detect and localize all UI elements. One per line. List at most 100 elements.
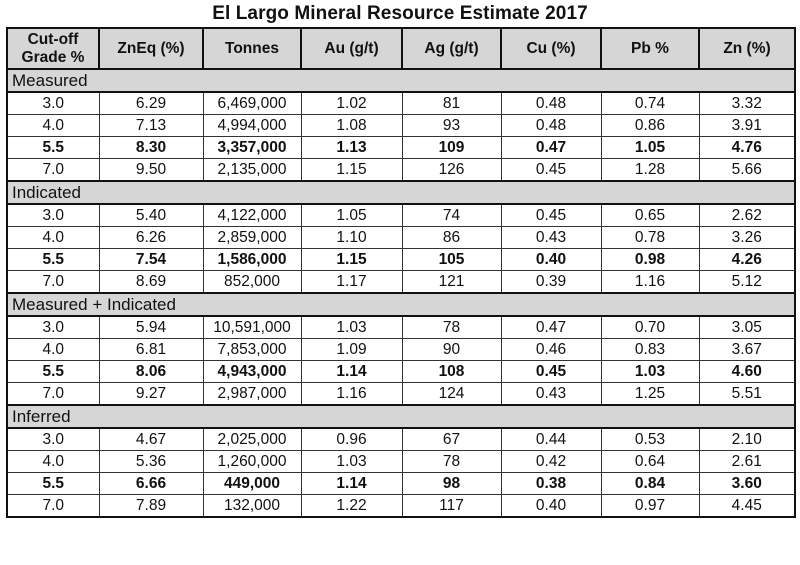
resource-table: Cut-off Grade % ZnEq (%) Tonnes Au (g/t)… — [6, 27, 796, 518]
header-row: Cut-off Grade % ZnEq (%) Tonnes Au (g/t)… — [6, 27, 796, 70]
cell-zn: 3.67 — [698, 338, 796, 361]
cell-cutoff: 7.0 — [6, 382, 100, 406]
cell-zneq: 8.30 — [98, 136, 204, 159]
cell-au: 0.96 — [300, 427, 403, 451]
cell-cutoff: 3.0 — [6, 203, 100, 227]
table-row: 4.0 5.36 1,260,000 1.03 78 0.42 0.64 2.61 — [6, 450, 796, 473]
cell-pb: 0.98 — [600, 248, 700, 271]
cell-zneq: 7.54 — [98, 248, 204, 271]
cell-zneq: 5.40 — [98, 203, 204, 227]
cell-cutoff: 4.0 — [6, 226, 100, 249]
cell-zneq: 4.67 — [98, 427, 204, 451]
cell-tonnes: 1,586,000 — [202, 248, 302, 271]
cell-cu: 0.39 — [500, 270, 602, 294]
header-zn: Zn (%) — [698, 27, 796, 70]
cell-cu: 0.46 — [500, 338, 602, 361]
header-tonnes: Tonnes — [202, 27, 302, 70]
cell-cu: 0.48 — [500, 91, 602, 115]
cell-cu: 0.48 — [500, 114, 602, 137]
table-row: 3.0 6.29 6,469,000 1.02 81 0.48 0.74 3.32 — [6, 91, 796, 115]
cell-pb: 0.65 — [600, 203, 700, 227]
cell-ag: 90 — [401, 338, 502, 361]
table-row: 5.5 8.30 3,357,000 1.13 109 0.47 1.05 4.76 — [6, 136, 796, 159]
cell-tonnes: 852,000 — [202, 270, 302, 294]
cell-zneq: 6.26 — [98, 226, 204, 249]
table-row: 4.0 7.13 4,994,000 1.08 93 0.48 0.86 3.91 — [6, 114, 796, 137]
header-zneq: ZnEq (%) — [98, 27, 204, 70]
cell-cutoff: 7.0 — [6, 494, 100, 518]
table-row: 7.0 8.69 852,000 1.17 121 0.39 1.16 5.12 — [6, 270, 796, 294]
cell-cutoff: 5.5 — [6, 360, 100, 383]
cell-ag: 93 — [401, 114, 502, 137]
cell-cu: 0.40 — [500, 248, 602, 271]
cell-au: 1.17 — [300, 270, 403, 294]
cell-cu: 0.47 — [500, 136, 602, 159]
cell-au: 1.08 — [300, 114, 403, 137]
cell-cu: 0.47 — [500, 315, 602, 339]
section-label: Measured + Indicated — [6, 292, 796, 317]
cell-tonnes: 4,122,000 — [202, 203, 302, 227]
table-title: El Largo Mineral Resource Estimate 2017 — [212, 3, 588, 24]
cell-pb: 0.74 — [600, 91, 700, 115]
cell-tonnes: 1,260,000 — [202, 450, 302, 473]
header-cutoff-grade: Cut-off Grade % — [6, 27, 100, 70]
cell-zneq: 5.36 — [98, 450, 204, 473]
cell-cutoff: 4.0 — [6, 338, 100, 361]
cell-tonnes: 7,853,000 — [202, 338, 302, 361]
table-row: 4.0 6.26 2,859,000 1.10 86 0.43 0.78 3.26 — [6, 226, 796, 249]
cell-zneq: 6.66 — [98, 472, 204, 495]
cell-zneq: 8.06 — [98, 360, 204, 383]
cell-zn: 2.62 — [698, 203, 796, 227]
cell-ag: 67 — [401, 427, 502, 451]
cell-cutoff: 3.0 — [6, 91, 100, 115]
cell-pb: 1.05 — [600, 136, 700, 159]
cell-cutoff: 3.0 — [6, 427, 100, 451]
cell-zn: 5.12 — [698, 270, 796, 294]
cell-tonnes: 3,357,000 — [202, 136, 302, 159]
table-row: 4.0 6.81 7,853,000 1.09 90 0.46 0.83 3.67 — [6, 338, 796, 361]
cell-ag: 117 — [401, 494, 502, 518]
cell-cu: 0.43 — [500, 382, 602, 406]
cell-cu: 0.43 — [500, 226, 602, 249]
cell-zn: 3.91 — [698, 114, 796, 137]
cell-tonnes: 132,000 — [202, 494, 302, 518]
cell-zneq: 6.81 — [98, 338, 204, 361]
cell-tonnes: 2,859,000 — [202, 226, 302, 249]
cell-cutoff: 5.5 — [6, 472, 100, 495]
cell-zneq: 5.94 — [98, 315, 204, 339]
cell-cu: 0.45 — [500, 203, 602, 227]
cell-zn: 3.26 — [698, 226, 796, 249]
table-row: 7.0 7.89 132,000 1.22 117 0.40 0.97 4.45 — [6, 494, 796, 518]
cell-au: 1.02 — [300, 91, 403, 115]
cell-au: 1.09 — [300, 338, 403, 361]
cell-cu: 0.38 — [500, 472, 602, 495]
cell-ag: 78 — [401, 450, 502, 473]
header-cu: Cu (%) — [500, 27, 602, 70]
cell-cu: 0.45 — [500, 360, 602, 383]
cell-zn: 4.45 — [698, 494, 796, 518]
cell-pb: 0.53 — [600, 427, 700, 451]
header-au: Au (g/t) — [300, 27, 403, 70]
cell-tonnes: 4,994,000 — [202, 114, 302, 137]
cell-pb: 1.16 — [600, 270, 700, 294]
cell-zneq: 6.29 — [98, 91, 204, 115]
cell-au: 1.03 — [300, 315, 403, 339]
cell-ag: 78 — [401, 315, 502, 339]
cell-pb: 0.84 — [600, 472, 700, 495]
cell-cu: 0.42 — [500, 450, 602, 473]
cell-tonnes: 449,000 — [202, 472, 302, 495]
table-row: 5.5 8.06 4,943,000 1.14 108 0.45 1.03 4.60 — [6, 360, 796, 383]
cell-zn: 3.60 — [698, 472, 796, 495]
cell-cutoff: 3.0 — [6, 315, 100, 339]
cell-ag: 98 — [401, 472, 502, 495]
cell-pb: 1.25 — [600, 382, 700, 406]
cell-zn: 4.76 — [698, 136, 796, 159]
cell-zn: 3.32 — [698, 91, 796, 115]
table-row: 7.0 9.27 2,987,000 1.16 124 0.43 1.25 5.51 — [6, 382, 796, 406]
section-header-row: Indicated — [6, 180, 796, 205]
table-body: Measured 3.0 6.29 6,469,000 1.02 81 0.48 0.74 3.… — [6, 68, 796, 518]
cell-tonnes: 2,987,000 — [202, 382, 302, 406]
cell-zneq: 7.89 — [98, 494, 204, 518]
cell-au: 1.22 — [300, 494, 403, 518]
section-header-row: Measured + Indicated — [6, 292, 796, 317]
